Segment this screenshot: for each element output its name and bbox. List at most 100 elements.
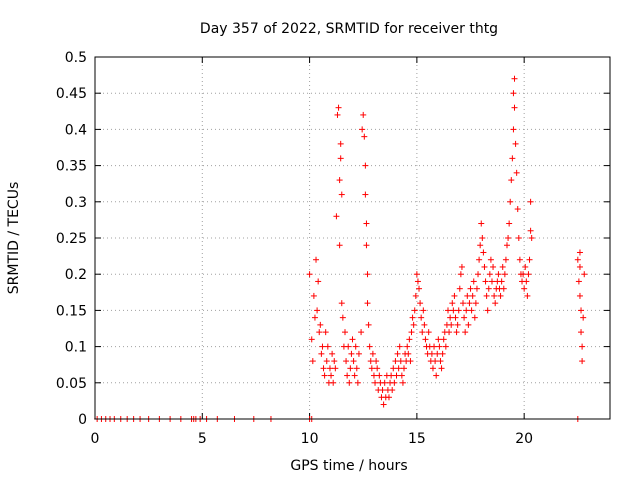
data-point xyxy=(362,191,369,198)
data-point xyxy=(360,111,367,118)
data-point xyxy=(514,206,521,213)
data-point xyxy=(450,307,457,314)
data-point xyxy=(331,358,338,365)
data-point xyxy=(425,329,432,336)
data-point xyxy=(431,343,438,350)
data-point xyxy=(492,300,499,307)
data-point xyxy=(487,256,494,263)
y-tick-label: 0.25 xyxy=(56,231,87,247)
data-point xyxy=(515,235,522,241)
data-point xyxy=(333,213,340,220)
data-point xyxy=(338,300,345,307)
data-point xyxy=(414,278,421,285)
data-point xyxy=(369,350,376,357)
data-point xyxy=(358,329,365,336)
data-point xyxy=(416,285,423,292)
y-tick-label: 0.35 xyxy=(56,159,87,175)
data-point xyxy=(392,358,399,365)
data-point xyxy=(452,314,459,321)
data-point xyxy=(365,321,372,328)
data-point xyxy=(348,350,355,357)
data-point xyxy=(509,155,516,162)
data-point xyxy=(364,271,371,278)
data-point xyxy=(520,271,527,278)
data-point xyxy=(407,358,414,365)
data-point xyxy=(351,372,358,379)
data-point xyxy=(398,372,405,379)
data-point xyxy=(476,256,483,263)
data-point xyxy=(469,292,476,299)
data-point xyxy=(368,365,375,372)
data-point xyxy=(422,336,429,343)
data-point xyxy=(511,104,518,111)
data-point xyxy=(578,329,585,336)
data-point xyxy=(337,155,344,162)
data-point xyxy=(318,350,325,357)
data-point xyxy=(581,271,588,278)
data-point xyxy=(413,271,420,278)
data-point xyxy=(442,343,449,350)
data-point xyxy=(323,358,330,365)
data-point xyxy=(502,256,509,263)
data-point xyxy=(455,307,462,314)
data-point xyxy=(314,307,321,314)
data-point xyxy=(477,242,484,249)
data-point xyxy=(366,343,373,350)
chart-title: Day 357 of 2022, SRMTID for receiver tht… xyxy=(200,21,498,37)
data-point xyxy=(338,191,345,198)
data-point xyxy=(463,307,470,314)
data-point xyxy=(481,263,488,270)
x-tick-label: 0 xyxy=(91,431,100,447)
data-point xyxy=(434,350,441,357)
data-point xyxy=(456,285,463,292)
data-point xyxy=(345,343,352,350)
data-point xyxy=(576,249,583,256)
data-point xyxy=(347,365,354,372)
y-tick-labels: 0 0.05 0.1 0.15 0.2 0.25 0.3 0.35 0.4 0.45 0.5 xyxy=(56,50,87,428)
data-point xyxy=(479,235,486,241)
data-point xyxy=(334,111,341,118)
data-point xyxy=(433,372,440,379)
data-point xyxy=(467,285,474,292)
data-point xyxy=(478,220,485,227)
data-point xyxy=(484,307,491,314)
data-point xyxy=(418,314,425,321)
data-point xyxy=(353,365,360,372)
data-point xyxy=(350,358,357,365)
data-point xyxy=(458,263,465,270)
data-point xyxy=(412,292,419,299)
data-point xyxy=(361,133,368,140)
data-point xyxy=(326,365,333,372)
data-point xyxy=(329,350,336,357)
data-point xyxy=(429,365,436,372)
data-point xyxy=(308,336,315,343)
data-point xyxy=(526,256,533,263)
x-tick-label: 10 xyxy=(301,431,319,447)
data-point xyxy=(343,358,350,365)
data-point xyxy=(421,321,428,328)
data-point xyxy=(439,350,446,357)
data-point xyxy=(349,336,356,343)
data-point xyxy=(486,271,493,278)
data-point xyxy=(394,350,401,357)
data-point xyxy=(428,350,435,357)
data-point xyxy=(495,271,502,278)
data-point xyxy=(507,198,514,205)
data-point xyxy=(370,372,377,379)
data-point xyxy=(491,292,498,299)
data-point xyxy=(462,329,469,336)
data-point xyxy=(408,329,415,336)
data-point xyxy=(316,329,323,336)
data-point xyxy=(324,343,331,350)
data-point xyxy=(352,343,359,350)
data-point xyxy=(580,314,587,321)
data-point xyxy=(464,292,471,299)
y-tick-label: 0.45 xyxy=(56,86,87,102)
data-point xyxy=(499,263,506,270)
x-axis-label: GPS time / hours xyxy=(290,458,407,474)
data-point xyxy=(363,220,370,227)
y-tick-label: 0.3 xyxy=(65,195,87,211)
data-point xyxy=(395,365,402,372)
data-point xyxy=(444,307,451,314)
data-point xyxy=(420,307,427,314)
